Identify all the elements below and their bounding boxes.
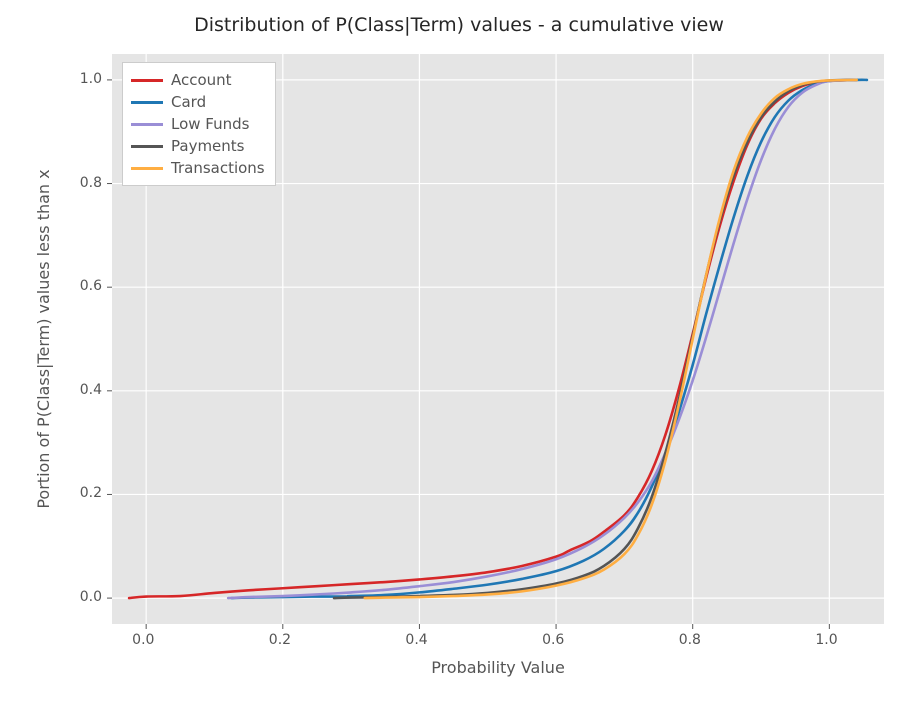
x-tick-label: 0.0	[132, 632, 154, 648]
x-tick-label: 0.2	[269, 632, 291, 648]
y-tick-label: 0.4	[80, 382, 102, 398]
legend-item: Card	[131, 91, 265, 113]
legend-label: Transactions	[171, 159, 265, 177]
y-tick-label: 0.2	[80, 485, 102, 501]
legend-swatch	[131, 123, 163, 126]
legend-item: Account	[131, 69, 265, 91]
legend: Account Card Low Funds Payments Transactions	[122, 62, 276, 186]
legend-label: Account	[171, 71, 232, 89]
legend-label: Low Funds	[171, 115, 249, 133]
x-tick-label: 0.6	[542, 632, 564, 648]
x-tick-label: 0.8	[679, 632, 701, 648]
legend-swatch	[131, 145, 163, 148]
y-tick-label: 0.8	[80, 175, 102, 191]
legend-label: Card	[171, 93, 206, 111]
x-axis-label: Probability Value	[112, 658, 884, 677]
y-axis-label: Portion of P(Class|Term) values less tha…	[34, 54, 53, 624]
legend-swatch	[131, 79, 163, 82]
x-tick-label: 1.0	[815, 632, 837, 648]
legend-item: Low Funds	[131, 113, 265, 135]
y-tick-label: 0.6	[80, 278, 102, 294]
x-tick-label: 0.4	[405, 632, 427, 648]
legend-item: Transactions	[131, 157, 265, 179]
y-tick-label: 0.0	[80, 589, 102, 605]
chart-container: Distribution of P(Class|Term) values - a…	[0, 0, 918, 709]
y-tick-label: 1.0	[80, 71, 102, 87]
legend-item: Payments	[131, 135, 265, 157]
legend-label: Payments	[171, 137, 244, 155]
legend-swatch	[131, 167, 163, 170]
legend-swatch	[131, 101, 163, 104]
